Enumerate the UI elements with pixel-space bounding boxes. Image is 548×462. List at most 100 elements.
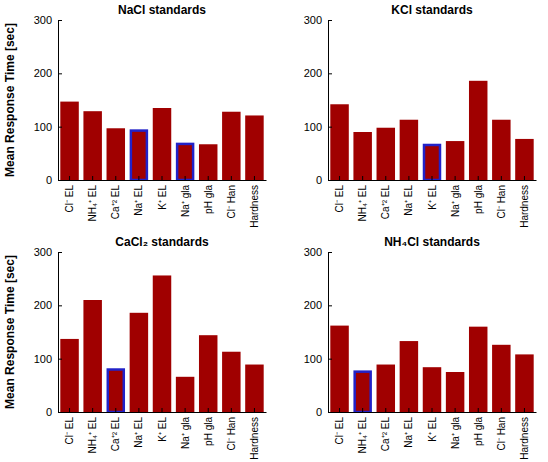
bar <box>493 121 509 180</box>
x-tick: Ca⁺² EL <box>380 176 391 219</box>
y-tick-label: 200 <box>34 299 52 311</box>
x-tick: Na⁺ gla <box>450 408 461 449</box>
x-tick-mark <box>385 408 386 412</box>
bar <box>355 133 371 180</box>
y-axis-title: Mean Response Time [sec] <box>3 23 17 177</box>
bar <box>154 109 170 180</box>
subplot: 0100200300Cl⁻ ELNH₄⁺ ELCa⁺² ELNa⁺ ELK⁺ E… <box>304 3 537 228</box>
x-tick-label: Ca⁺² EL <box>110 185 121 220</box>
x-tick-mark <box>478 408 479 412</box>
subplot: 0100200300Cl⁻ ELNH₄⁺ ELCa⁺² ELNa⁺ ELK⁺ E… <box>3 235 267 460</box>
bar <box>62 340 78 412</box>
x-tick-label: Cl⁻ EL <box>64 185 75 213</box>
x-tick-mark <box>455 176 456 180</box>
x-tick-label: Cl⁻ EL <box>64 417 75 445</box>
y-tick-label: 0 <box>46 406 52 418</box>
x-tick-mark <box>408 408 409 412</box>
x-tick: Na⁺ gla <box>180 408 191 449</box>
bar <box>200 146 216 180</box>
x-tick-mark <box>115 408 116 412</box>
bar <box>493 346 509 412</box>
x-tick-mark <box>92 408 93 412</box>
x-tick-mark <box>524 176 525 180</box>
x-tick-label: K⁺ EL <box>427 417 438 442</box>
x-tick-mark <box>138 176 139 180</box>
x-tick-mark <box>162 408 163 412</box>
x-tick-label: Na⁺ gla <box>180 185 191 217</box>
x-tick-label: K⁺ EL <box>157 185 168 210</box>
y-tick: 100 <box>34 121 62 133</box>
x-tick-mark <box>115 176 116 180</box>
bar <box>223 113 239 180</box>
x-tick: Cl⁻ Han <box>226 176 237 219</box>
y-axis-line <box>329 21 333 181</box>
bar <box>85 301 101 412</box>
x-tick-label: pH gla <box>473 185 484 214</box>
x-tick: Na⁺ EL <box>403 408 414 448</box>
x-axis: Cl⁻ ELNH₄⁺ ELCa⁺² ELNa⁺ ELK⁺ ELNa⁺ glapH… <box>329 408 537 460</box>
bar <box>516 356 532 412</box>
x-tick: NH₄⁺ EL <box>87 408 98 454</box>
x-tick-label: K⁺ EL <box>427 185 438 210</box>
x-axis-line <box>329 412 537 413</box>
x-tick-label: NH₄⁺ EL <box>357 417 368 454</box>
x-tick-mark <box>92 176 93 180</box>
y-tick-label: 300 <box>304 14 322 26</box>
x-tick: K⁺ EL <box>157 408 168 442</box>
x-tick: NH₄⁺ EL <box>357 176 368 222</box>
x-tick-label: NH₄⁺ EL <box>87 417 98 454</box>
x-tick-label: Hardness <box>249 417 260 460</box>
y-tick-label: 200 <box>304 67 322 79</box>
y-tick: 100 <box>304 353 332 365</box>
x-tick: Na⁺ EL <box>403 176 414 216</box>
bars <box>332 327 533 412</box>
y-tick-label: 100 <box>304 121 322 133</box>
x-axis-line <box>59 180 267 181</box>
y-axis-line <box>59 21 63 181</box>
y-tick: 300 <box>34 246 62 258</box>
y-tick-mark <box>328 20 332 21</box>
bar <box>447 373 463 412</box>
x-tick-mark <box>185 408 186 412</box>
y-tick-mark <box>58 305 62 306</box>
y-tick-label: 0 <box>316 406 322 418</box>
y-tick-label: 100 <box>304 353 322 365</box>
x-tick: pH gla <box>473 408 484 446</box>
x-tick-mark <box>501 176 502 180</box>
x-axis-line <box>59 412 267 413</box>
y-axis-line <box>329 253 333 413</box>
x-tick-label: Na⁺ EL <box>403 417 414 448</box>
bar <box>108 130 124 180</box>
y-tick-mark <box>328 73 332 74</box>
x-tick: pH gla <box>473 176 484 214</box>
bar <box>200 336 216 412</box>
bar <box>154 277 170 412</box>
y-tick: 300 <box>304 246 332 258</box>
x-tick-label: Na⁺ EL <box>133 417 144 448</box>
bar <box>401 342 417 412</box>
y-tick: 100 <box>304 121 332 133</box>
bar <box>355 372 371 412</box>
title: NaCl standards <box>118 3 206 17</box>
bars <box>332 82 533 180</box>
y-tick-label: 300 <box>304 246 322 258</box>
bar <box>378 366 394 412</box>
x-tick-mark <box>501 408 502 412</box>
y-tick: 300 <box>304 14 332 26</box>
x-tick: Cl⁻ EL <box>334 408 345 444</box>
bars <box>62 103 263 180</box>
x-tick-label: Ca⁺² EL <box>110 417 121 452</box>
bar <box>246 366 262 412</box>
y-tick-mark <box>58 252 62 253</box>
x-tick: Cl⁻ EL <box>64 408 75 444</box>
y-tick-mark <box>58 359 62 360</box>
y-tick-mark <box>328 359 332 360</box>
x-tick-label: Hardness <box>519 417 530 460</box>
x-tick-mark <box>339 176 340 180</box>
y-tick: 300 <box>34 14 62 26</box>
x-tick-label: Na⁺ EL <box>133 185 144 216</box>
x-tick-mark <box>408 176 409 180</box>
subplot: 0100200300Cl⁻ ELNH₄⁺ ELCa⁺² ELNa⁺ ELK⁺ E… <box>3 3 267 228</box>
subplot: 0100200300Cl⁻ ELNH₄⁺ ELCa⁺² ELNa⁺ ELK⁺ E… <box>304 235 537 460</box>
x-tick-label: Na⁺ gla <box>450 185 461 217</box>
